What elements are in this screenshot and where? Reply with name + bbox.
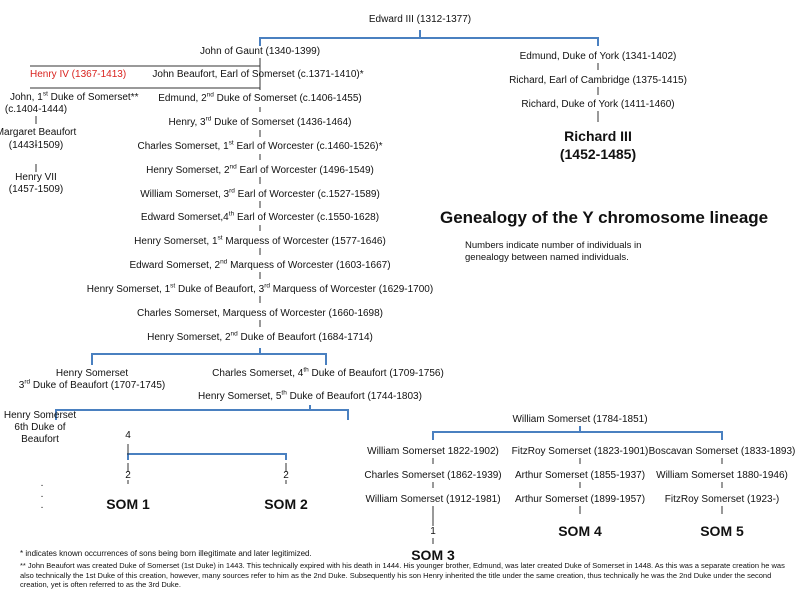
endpoint-som2: SOM 2: [264, 496, 308, 512]
person-henry-3rd-duke-beaufort-name: Henry Somerset: [55, 368, 129, 379]
person-boscavan-somerset: Boscavan Somerset (1833-1893): [648, 446, 796, 457]
person-henry-3rd-duke-beaufort: 3rd Duke of Beaufort (1707-1745): [18, 378, 166, 391]
endpoint-som1: SOM 1: [106, 496, 150, 512]
person-henry-3rd-duke-somerset: Henry, 3rd Duke of Somerset (1436-1464): [168, 115, 352, 128]
person-richard-earl-of-cambridge: Richard, Earl of Cambridge (1375-1415): [509, 75, 687, 86]
person-richard-iii-dates: (1452-1485): [559, 146, 637, 162]
person-arthur-somerset-1899: Arthur Somerset (1899-1957): [514, 494, 646, 505]
person-john-1st-duke-somerset: John, 1st Duke of Somerset**: [10, 90, 139, 103]
person-charles-marquess-worcester: Charles Somerset, Marquess of Worcester …: [136, 308, 384, 319]
person-john-beaufort: John Beaufort, Earl of Somerset (c.1371-…: [152, 69, 364, 80]
person-fitzroy-somerset-1923: FitzRoy Somerset (1923-): [664, 494, 780, 505]
person-edward-2nd-marquess-worcester: Edward Somerset, 2nd Marquess of Worcest…: [129, 258, 391, 271]
person-edward-iii: Edward III (1312-1377): [368, 14, 472, 25]
person-henry-6th-duke-beaufort-1: Henry Somerset: [3, 410, 77, 421]
person-margaret-beaufort: Margaret Beaufort: [0, 127, 77, 138]
footnote-duke-of-somerset: ** John Beaufort was created Duke of Som…: [20, 561, 785, 589]
person-edmund-2nd-duke-somerset: Edmund, 2nd Duke of Somerset (c.1406-145…: [158, 91, 362, 104]
person-henry-vii: Henry VII: [15, 172, 57, 183]
person-charles-1st-earl-worcester: Charles Somerset, 1st Earl of Worcester …: [137, 139, 383, 152]
person-richard-duke-of-york: Richard, Duke of York (1411-1460): [521, 99, 675, 110]
person-richard-iii: Richard III: [564, 128, 632, 144]
endpoint-som3: SOM 3: [411, 547, 455, 563]
person-henry-vii-dates: (1457-1509): [8, 184, 64, 195]
count-label-2-som2: 2: [283, 470, 289, 481]
person-henry-2nd-duke-beaufort: Henry Somerset, 2nd Duke of Beaufort (16…: [147, 330, 373, 343]
person-charles-somerset-1862: Charles Somerset (1862-1939): [364, 470, 502, 481]
person-william-somerset-1880: William Somerset 1880-1946): [656, 470, 788, 481]
person-henry-2nd-earl-worcester: Henry Somerset, 2nd Earl of Worcester (1…: [146, 163, 374, 176]
person-william-3rd-earl-worcester: William Somerset, 3rd Earl of Worcester …: [140, 187, 380, 200]
person-edmund-duke-of-york: Edmund, Duke of York (1341-1402): [519, 51, 677, 62]
continuation-dots: . . .: [40, 478, 44, 511]
endpoint-som4: SOM 4: [558, 523, 602, 539]
person-henry-1st-marquess-worcester: Henry Somerset, 1st Marquess of Worceste…: [134, 234, 386, 247]
person-john-1st-duke-dates: (c.1404-1444): [4, 104, 68, 115]
count-label-2-som1: 2: [125, 470, 131, 481]
endpoint-som5: SOM 5: [700, 523, 744, 539]
count-label-4: 4: [125, 430, 131, 441]
person-henry-6th-duke-beaufort-2: 6th Duke of: [14, 422, 66, 433]
person-henry-5th-duke-beaufort: Henry Somerset, 5th Duke of Beaufort (17…: [198, 389, 422, 402]
person-arthur-somerset-1855: Arthur Somerset (1855-1937): [514, 470, 646, 481]
person-john-of-gaunt: John of Gaunt (1340-1399): [199, 46, 321, 57]
person-william-somerset-1784: William Somerset (1784-1851): [512, 414, 648, 425]
diagram-title: Genealogy of the Y chromosome lineage: [440, 208, 769, 227]
person-henry-1st-duke-beaufort: Henry Somerset, 1st Duke of Beaufort, 3r…: [86, 282, 434, 295]
person-william-somerset-1912: William Somerset (1912-1981): [365, 494, 501, 505]
person-henry-6th-duke-beaufort-3: Beaufort: [21, 434, 59, 445]
person-william-somerset-1822: William Somerset 1822-1902): [367, 446, 499, 457]
count-label-1-som3: 1: [430, 526, 436, 537]
person-henry-iv: Henry IV (1367-1413): [30, 69, 127, 80]
person-margaret-beaufort-dates: (1443-1509): [8, 140, 64, 151]
person-edward-4th-earl-worcester: Edward Somerset,4th Earl of Worcester (c…: [140, 210, 380, 223]
diagram-subtitle: Numbers indicate number of individuals i…: [465, 240, 642, 263]
person-charles-4th-duke-beaufort: Charles Somerset, 4th Duke of Beaufort (…: [212, 366, 444, 379]
person-fitzroy-somerset-1823: FitzRoy Somerset (1823-1901): [511, 446, 649, 457]
footnote-illegitimate: * indicates known occurrences of sons be…: [20, 549, 312, 558]
